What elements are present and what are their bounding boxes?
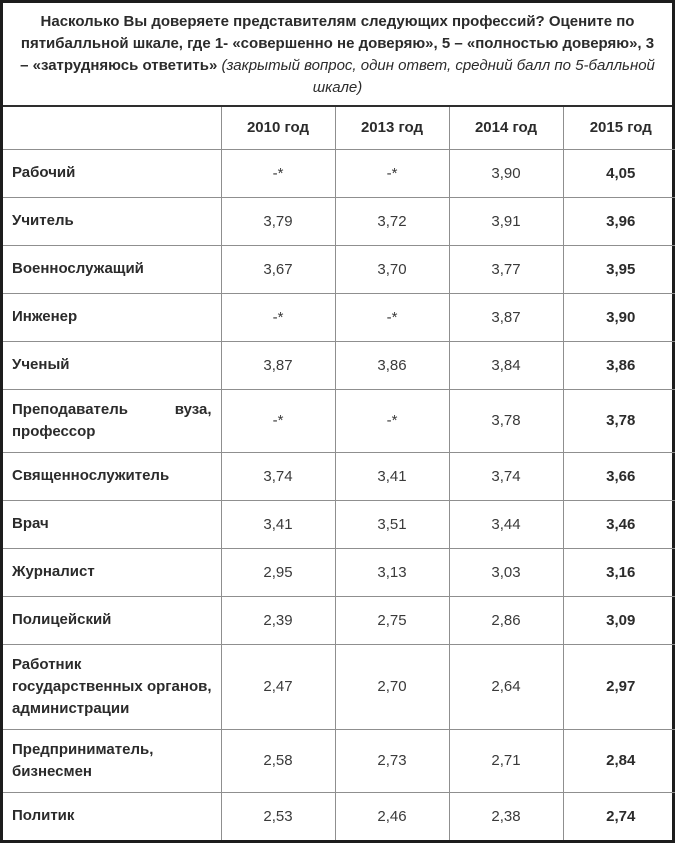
value-cell: 2,95 [220, 547, 336, 597]
value-cell: -* [334, 292, 450, 342]
profession-label: Священнослужитель [2, 451, 222, 501]
value-cell-2015: 3,96 [562, 196, 675, 246]
year-header-2015: 2015 год [562, 106, 675, 150]
table-row: Военнослужащий 3,67 3,70 3,77 3,95 [2, 244, 675, 294]
trust-ratings-table: 2010 год 2013 год 2014 год 2015 год Рабо… [2, 106, 675, 841]
table-row: Врач 3,41 3,51 3,44 3,46 [2, 499, 675, 549]
table-title: Насколько Вы доверяете представителям сл… [3, 3, 672, 107]
table-row: Инженер -* -* 3,87 3,90 [2, 292, 675, 342]
value-cell: 3,41 [220, 499, 336, 549]
value-cell: -* [220, 292, 336, 342]
value-cell: 3,91 [448, 196, 564, 246]
table-row: Политик 2,53 2,46 2,38 2,74 [2, 791, 675, 841]
value-cell: 2,53 [220, 791, 336, 841]
table-row: Рабочий -* -* 3,90 4,05 [2, 148, 675, 198]
value-cell: 2,39 [220, 595, 336, 645]
profession-label: Инженер [2, 292, 222, 342]
profession-label: Преподаватель вуза, профессор [2, 388, 222, 453]
value-cell: 3,90 [448, 148, 564, 198]
profession-label: Полицейский [2, 595, 222, 645]
value-cell-2015: 3,78 [562, 388, 675, 453]
value-cell: 2,75 [334, 595, 450, 645]
table-row: Преподаватель вуза, профессор -* -* 3,78 3,7… [2, 388, 675, 453]
value-cell: 3,84 [448, 340, 564, 390]
value-cell: 3,44 [448, 499, 564, 549]
header-row: 2010 год 2013 год 2014 год 2015 год [2, 106, 675, 150]
value-cell-2015: 2,74 [562, 791, 675, 841]
year-header-2013: 2013 год [334, 106, 450, 150]
profession-label: Рабочий [2, 148, 222, 198]
value-cell: 2,86 [448, 595, 564, 645]
profession-label: Работник государственных органов, админи… [2, 643, 222, 730]
empty-corner-cell [2, 106, 222, 150]
table-row: Полицейский 2,39 2,75 2,86 3,09 [2, 595, 675, 645]
value-cell: 3,79 [220, 196, 336, 246]
profession-label: Учитель [2, 196, 222, 246]
value-cell-2015: 4,05 [562, 148, 675, 198]
year-header-2014: 2014 год [448, 106, 564, 150]
profession-label: Предприниматель, бизнесмен [2, 728, 222, 793]
value-cell: 2,58 [220, 728, 336, 793]
value-cell: -* [334, 148, 450, 198]
value-cell: 3,70 [334, 244, 450, 294]
value-cell-2015: 2,84 [562, 728, 675, 793]
value-cell-2015: 3,46 [562, 499, 675, 549]
value-cell: -* [220, 388, 336, 453]
value-cell-2015: 3,90 [562, 292, 675, 342]
value-cell: 3,03 [448, 547, 564, 597]
value-cell: 2,64 [448, 643, 564, 730]
value-cell: 3,77 [448, 244, 564, 294]
value-cell-2015: 3,86 [562, 340, 675, 390]
value-cell: 2,70 [334, 643, 450, 730]
table-row: Священнослужитель 3,74 3,41 3,74 3,66 [2, 451, 675, 501]
value-cell: 3,67 [220, 244, 336, 294]
value-cell-2015: 3,09 [562, 595, 675, 645]
value-cell: 2,73 [334, 728, 450, 793]
value-cell: 2,47 [220, 643, 336, 730]
profession-label: Журналист [2, 547, 222, 597]
value-cell: 3,13 [334, 547, 450, 597]
profession-label: Политик [2, 791, 222, 841]
table-row: Ученый 3,87 3,86 3,84 3,86 [2, 340, 675, 390]
value-cell-2015: 3,16 [562, 547, 675, 597]
value-cell: 3,78 [448, 388, 564, 453]
value-cell: 3,41 [334, 451, 450, 501]
value-cell-2015: 2,97 [562, 643, 675, 730]
value-cell: 2,71 [448, 728, 564, 793]
table-row: Работник государственных органов, админи… [2, 643, 675, 730]
value-cell: 2,38 [448, 791, 564, 841]
table-row: Учитель 3,79 3,72 3,91 3,96 [2, 196, 675, 246]
year-header-2010: 2010 год [220, 106, 336, 150]
table-row: Предприниматель, бизнесмен 2,58 2,73 2,71 2,… [2, 728, 675, 793]
value-cell: 3,86 [334, 340, 450, 390]
profession-label: Военнослужащий [2, 244, 222, 294]
table-body: Рабочий -* -* 3,90 4,05 Учитель 3,79 3,72 3,91 3,… [2, 148, 675, 841]
value-cell: 3,87 [220, 340, 336, 390]
value-cell: 3,74 [220, 451, 336, 501]
value-cell: 3,87 [448, 292, 564, 342]
value-cell: 3,74 [448, 451, 564, 501]
profession-label: Ученый [2, 340, 222, 390]
value-cell: -* [334, 388, 450, 453]
survey-question-text: Насколько Вы доверяете представителям сл… [20, 13, 655, 74]
value-cell: -* [220, 148, 336, 198]
survey-question-note: (закрытый вопрос, один ответ, средний ба… [221, 57, 655, 96]
profession-label: Врач [2, 499, 222, 549]
table-row: Журналист 2,95 3,13 3,03 3,16 [2, 547, 675, 597]
value-cell: 3,51 [334, 499, 450, 549]
value-cell: 2,46 [334, 791, 450, 841]
value-cell-2015: 3,95 [562, 244, 675, 294]
value-cell-2015: 3,66 [562, 451, 675, 501]
value-cell: 3,72 [334, 196, 450, 246]
